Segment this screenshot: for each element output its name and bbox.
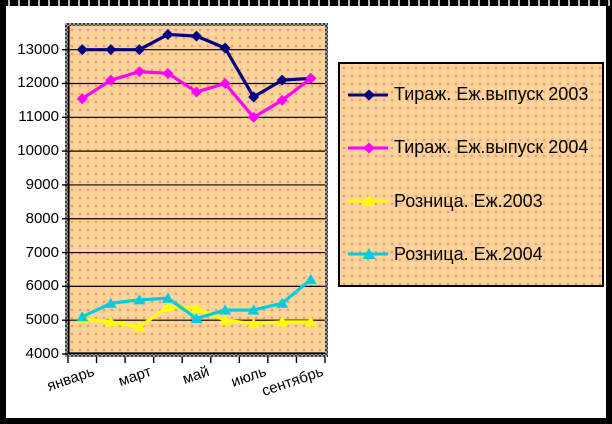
legend-marker-diamond-icon (348, 89, 388, 101)
x-tick-label: сентябрь (259, 363, 326, 400)
x-tick-label: январь (45, 363, 97, 395)
legend-marker-triangle-icon (348, 195, 388, 207)
plot-area[interactable] (68, 26, 325, 354)
plot-area-border (65, 23, 328, 357)
y-tick-label: 11000 (18, 108, 59, 126)
legend-item-0[interactable]: Тираж. Еж.выпуск 2003 (340, 84, 602, 105)
y-tick-label: 4000 (25, 345, 59, 362)
legend-label: Розница. Еж.2004 (394, 243, 543, 264)
legend-label: Розница. Еж.2003 (394, 190, 543, 211)
legend-item-3[interactable]: Розница. Еж.2004 (340, 244, 602, 265)
chart-object[interactable]: 13000 12000 11000 10000 9000 8000 7000 6000 5000… (6, 6, 606, 418)
y-tick-label: 5000 (25, 311, 59, 329)
legend-marker-diamond-icon (348, 142, 388, 154)
y-tick-label: 10000 (17, 142, 59, 160)
y-tick-label: 9000 (25, 175, 59, 193)
legend-item-1[interactable]: Тираж. Еж.выпуск 2004 (340, 137, 602, 158)
legend-item-2[interactable]: Розница. Еж.2003 (340, 191, 602, 212)
chart-legend[interactable]: Тираж. Еж.выпуск 2003 Тираж. Еж.выпуск 20… (338, 62, 604, 287)
y-tick-label: 6000 (25, 277, 59, 295)
legend-label: Тираж. Еж.выпуск 2003 (394, 84, 589, 105)
legend-marker-triangle-icon (348, 248, 388, 260)
y-tick-label: 12000 (17, 74, 59, 92)
frame-top-pattern (0, 0, 612, 6)
x-tick-label: май (179, 363, 212, 388)
y-tick-label: 13000 (17, 40, 59, 58)
legend-label: Тираж. Еж.выпуск 2004 (394, 137, 589, 158)
y-tick-label: 8000 (25, 209, 59, 227)
x-tick-label: март (116, 363, 154, 390)
y-tick-label: 7000 (25, 243, 59, 261)
